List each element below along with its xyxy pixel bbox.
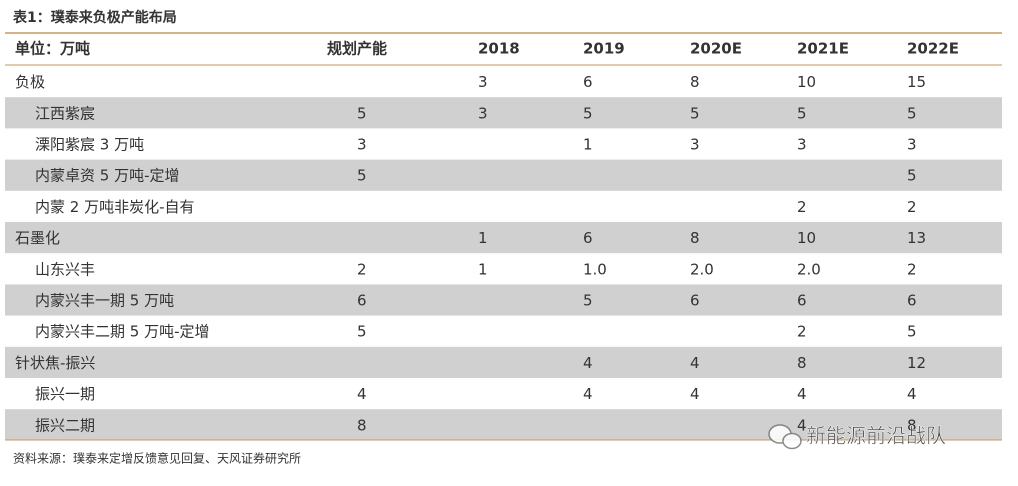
cell-value: 6: [357, 292, 367, 310]
header-cell: 2020E: [690, 40, 742, 58]
row-label: 江西紫宸: [35, 104, 95, 122]
cell-value: 5: [357, 104, 367, 122]
row-shade: [5, 159, 1002, 191]
header-cell: 2022E: [907, 40, 959, 58]
source-note: 资料来源：璞泰来定增反馈意见回复、天风证券研究所: [13, 451, 301, 466]
cell-value: 2.0: [797, 260, 821, 278]
cell-value: 5: [583, 292, 593, 310]
cell-value: 1: [478, 229, 488, 247]
cell-value: 1: [478, 260, 488, 278]
cell-value: 4: [797, 416, 807, 434]
row-label: 溧阳紫宸 3 万吨: [35, 136, 144, 154]
cell-value: 3: [478, 104, 488, 122]
cell-value: 4: [907, 385, 917, 403]
row-label: 振兴一期: [35, 385, 95, 403]
cell-value: 8: [690, 229, 700, 247]
watermark-text: 新能源前沿战队: [806, 424, 946, 448]
watermark: 新能源前沿战队: [768, 423, 946, 450]
cell-value: 10: [797, 73, 816, 91]
row-label: 内蒙兴丰二期 5 万吨-定增: [35, 323, 210, 341]
row-shade: [5, 409, 1002, 441]
header-cell: 2021E: [797, 40, 849, 58]
cell-value: 5: [907, 104, 917, 122]
cell-value: 2: [797, 198, 807, 216]
cell-value: 5: [357, 167, 367, 185]
cell-value: 2: [797, 323, 807, 341]
cell-value: 15: [907, 73, 926, 91]
row-shade: [5, 346, 1002, 378]
header-cell: 单位：万吨: [15, 40, 90, 58]
cell-value: 3: [907, 136, 917, 154]
row-label: 内蒙兴丰一期 5 万吨: [35, 292, 174, 310]
cell-value: 3: [690, 136, 700, 154]
cell-value: 2: [907, 198, 917, 216]
cell-value: 5: [690, 104, 700, 122]
cell-value: 3: [478, 73, 488, 91]
header-cell: 规划产能: [327, 40, 387, 58]
cell-value: 1: [583, 136, 593, 154]
cell-value: 6: [797, 292, 807, 310]
cell-value: 6: [583, 73, 593, 91]
cell-value: 8: [690, 73, 700, 91]
row-label: 振兴二期: [35, 416, 95, 434]
cell-value: 2.0: [690, 260, 714, 278]
row-shade: [5, 222, 1002, 254]
cell-value: 5: [583, 104, 593, 122]
row-shade: [5, 97, 1002, 129]
cell-value: 8: [357, 416, 367, 434]
cell-value: 4: [583, 354, 593, 372]
row-label: 石墨化: [15, 229, 60, 247]
cell-value: 1.0: [583, 260, 607, 278]
cell-value: 5: [907, 167, 917, 185]
cell-value: 2: [907, 260, 917, 278]
cell-value: 3: [357, 136, 367, 154]
cell-value: 5: [797, 104, 807, 122]
cell-value: 4: [357, 385, 367, 403]
header-cell: 2019: [583, 40, 625, 58]
cell-value: 6: [583, 229, 593, 247]
cell-value: 4: [690, 385, 700, 403]
row-shade: [5, 284, 1002, 316]
row-label: 内蒙 2 万吨非炭化-自有: [35, 198, 195, 216]
cell-value: 4: [797, 385, 807, 403]
cell-value: 10: [797, 229, 816, 247]
header-cell: 2018: [478, 40, 520, 58]
row-label: 山东兴丰: [35, 260, 95, 278]
cell-value: 5: [357, 323, 367, 341]
row-label: 负极: [15, 73, 45, 91]
cell-value: 3: [797, 136, 807, 154]
cell-value: 8: [907, 416, 917, 434]
row-label: 针状焦-振兴: [15, 354, 95, 372]
cell-value: 8: [797, 354, 807, 372]
table-title: 表1：璞泰来负极产能布局: [12, 9, 177, 26]
cell-value: 2: [357, 260, 367, 278]
cell-value: 6: [907, 292, 917, 310]
cell-value: 5: [907, 323, 917, 341]
cell-value: 13: [907, 229, 926, 247]
row-label: 内蒙卓资 5 万吨-定增: [35, 167, 180, 185]
cell-value: 6: [690, 292, 700, 310]
cell-value: 12: [907, 354, 926, 372]
cell-value: 4: [583, 385, 593, 403]
cell-value: 4: [690, 354, 700, 372]
